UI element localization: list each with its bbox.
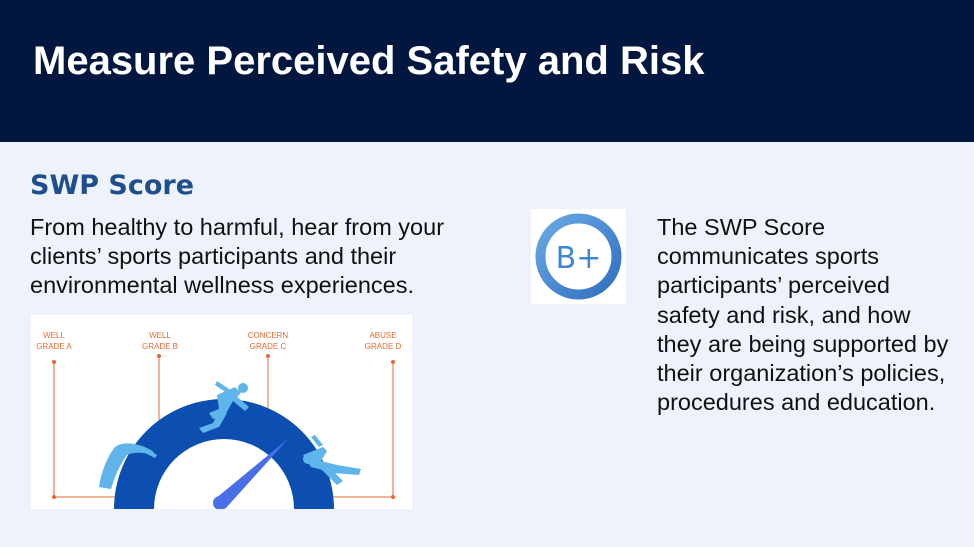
gauge-needle-hub xyxy=(213,496,227,509)
grade-d-label-line2: GRADE D xyxy=(365,342,402,351)
grade-badge: B+ xyxy=(531,209,626,304)
runner-figure-icon xyxy=(199,381,249,433)
grade-d-label-line1: ABUSE xyxy=(369,331,396,340)
sliding-player-figure-icon xyxy=(303,435,361,485)
grade-gauge-illustration: WELL GRADE A WELL GRADE B CONCERN GRADE … xyxy=(31,315,412,509)
grade-b-label-line2: GRADE B xyxy=(142,342,178,351)
grade-c-label-line2: GRADE C xyxy=(250,342,287,351)
grade-a-label-line2: GRADE A xyxy=(36,342,72,351)
header-banner: Measure Perceived Safety and Risk xyxy=(0,0,974,142)
section-heading: SWP Score xyxy=(30,170,195,201)
page-title: Measure Perceived Safety and Risk xyxy=(33,39,705,83)
intro-text: From healthy to harmful, hear from your … xyxy=(30,214,445,298)
grade-c-label-line1: CONCERN xyxy=(248,331,289,340)
gymnast-figure-icon xyxy=(99,443,157,489)
grade-badge-text: B+ xyxy=(556,241,602,276)
gauge-arc xyxy=(114,399,334,509)
grade-b-label-line1: WELL xyxy=(149,331,171,340)
score-description: The SWP Score communicates sports partic… xyxy=(657,214,949,416)
gauge-needle xyxy=(215,438,289,509)
gauge-graphic: WELL GRADE A WELL GRADE B CONCERN GRADE … xyxy=(36,331,402,509)
connector-dots xyxy=(52,354,395,499)
grade-badge-circle-icon: B+ xyxy=(535,213,622,300)
grade-a-label-line1: WELL xyxy=(43,331,65,340)
